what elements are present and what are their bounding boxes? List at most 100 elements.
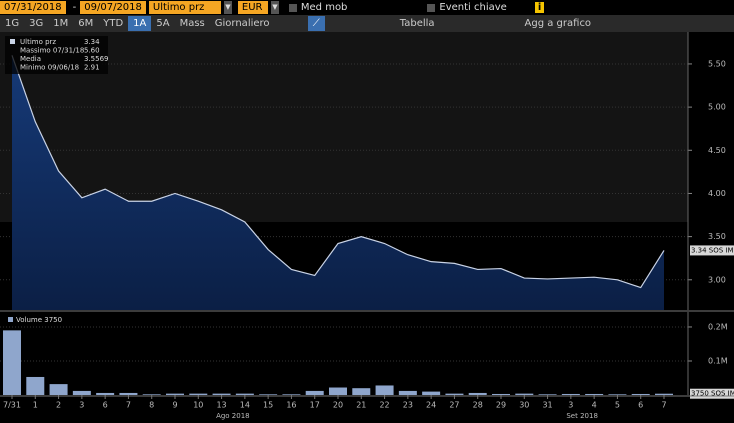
toolbar-button[interactable]: 1A — [128, 16, 152, 31]
x-tick-label: 8 — [149, 401, 154, 410]
chart: 3.00 3.50 4.00 4.50 5.00 5.50 3.34 SOS IM 0.1M 0… — [0, 32, 734, 420]
moving-avg[interactable]: Med mob — [300, 2, 348, 13]
price-area — [12, 55, 664, 310]
x-tick-label: 6 — [103, 401, 108, 410]
legend-text: 3.5569 — [84, 55, 109, 63]
volume-bar — [538, 394, 557, 395]
price-line — [11, 55, 665, 289]
x-tick-label: 14 — [240, 401, 250, 410]
legend-text: Ultimo prz — [20, 38, 56, 46]
x-tick-label: 17 — [310, 401, 320, 410]
x-tick-label: 15 — [263, 401, 273, 410]
volume-bar — [655, 393, 673, 395]
toolbar-button[interactable]: 1G — [5, 18, 20, 29]
range-bar: 1G 3G 1M 6M YTD 1A 5A Mass Giornaliero ⟋ Tabella Ag… — [0, 15, 734, 32]
volume-bar — [492, 393, 510, 395]
volume-bar — [398, 390, 417, 395]
y-tick-label: 3.00 — [708, 275, 726, 284]
volume-bar — [422, 391, 441, 395]
field-select[interactable]: Ultimo prz — [148, 1, 221, 14]
legend-swatch — [10, 39, 15, 44]
toolbar-button[interactable]: 5A — [156, 18, 170, 29]
legend-text: Minimo 09/06/18 — [20, 64, 79, 72]
volume-bar — [515, 393, 534, 395]
x-tick-label: 27 — [449, 401, 459, 410]
volume-bar — [352, 388, 371, 395]
chart-icon[interactable]: ⟋ — [307, 16, 325, 31]
currency-select[interactable]: EUR — [237, 1, 268, 14]
toolbar-button[interactable]: Giornaliero — [214, 18, 270, 29]
dropdown[interactable]: ▼ — [223, 1, 232, 14]
y-tick-label: 4.00 — [708, 189, 726, 198]
legend-text: Media — [20, 55, 41, 63]
info-button[interactable]: i — [534, 2, 545, 13]
legend-text: Massimo 07/31/18 — [20, 47, 84, 55]
y-tick-label: 4.50 — [708, 146, 726, 155]
toolbar-button[interactable]: Tabella — [399, 18, 435, 29]
volume-bar — [119, 392, 138, 395]
last-box — [690, 388, 734, 399]
x-tick-label: 28 — [473, 401, 483, 410]
last-box — [690, 245, 734, 256]
x-tick-label: 7 — [126, 401, 131, 410]
toolbar-button[interactable]: 1M — [53, 18, 69, 29]
volume-bar — [49, 384, 68, 395]
dash: - — [72, 2, 77, 13]
legend-box — [5, 36, 108, 74]
start-date[interactable]: 07/31/2018 — [0, 1, 66, 14]
checkbox[interactable] — [427, 3, 436, 12]
x-tick-label: 24 — [426, 401, 436, 410]
x-tick-label: 20 — [333, 401, 343, 410]
checkbox[interactable] — [288, 3, 297, 12]
last-label: 3.34 SOS IM — [691, 246, 734, 254]
month-label: Set 2018 — [566, 412, 598, 420]
x-tick-label: 22 — [379, 401, 389, 410]
volume-bar — [282, 394, 301, 395]
volume-bar — [305, 390, 324, 395]
x-tick-label: 9 — [172, 401, 177, 410]
month-label: Ago 2018 — [216, 412, 250, 420]
x-tick-label: 7/31 — [3, 401, 21, 410]
volume-bar — [608, 394, 627, 395]
volume-bar — [96, 392, 115, 395]
toolbar-button[interactable]: 6M — [78, 18, 94, 29]
dropdown[interactable]: ▼ — [270, 1, 279, 14]
x-tick-label: 4 — [592, 401, 597, 410]
x-tick-label: 3 — [568, 401, 573, 410]
toolbar-button[interactable]: YTD — [103, 18, 124, 29]
x-tick-label: 16 — [286, 401, 296, 410]
volume-bar — [166, 393, 184, 395]
toolbar-button[interactable]: 3G — [29, 18, 44, 29]
end-date[interactable]: 09/07/2018 — [80, 1, 146, 14]
volume-bar — [585, 393, 604, 395]
volume-bar — [189, 393, 208, 395]
volume-bar — [235, 393, 254, 395]
x-tick-label: 30 — [519, 401, 529, 410]
volume-bar — [631, 393, 650, 395]
x-tick-label: 31 — [542, 401, 552, 410]
x-tick-label: 2 — [56, 401, 61, 410]
y-tick-label: 0.2M — [708, 322, 728, 331]
x-tick-label: 7 — [661, 401, 666, 410]
legend-text: 2.91 — [84, 64, 100, 72]
last-label: 3750 SOS IM — [691, 390, 734, 398]
legend-swatch — [8, 317, 13, 322]
events[interactable]: Eventi chiave — [439, 2, 507, 13]
volume-bar — [212, 393, 231, 395]
volume-bar — [445, 393, 464, 395]
volume-bar — [329, 387, 347, 395]
toolbar-button[interactable]: Agg a grafico — [524, 18, 592, 29]
x-tick-label: 5 — [615, 401, 620, 410]
volume-bar — [259, 394, 278, 395]
x-tick-label: 10 — [193, 401, 203, 410]
y-tick-label: 3.50 — [708, 232, 726, 241]
x-tick-label: 6 — [638, 401, 643, 410]
volume-bar — [468, 392, 487, 395]
legend-text: 3.34 — [84, 38, 100, 46]
volume-bar — [561, 393, 580, 395]
toolbar-button[interactable]: Mass — [179, 18, 205, 29]
y-tick-label: 5.50 — [708, 59, 726, 68]
legend-text: 5.60 — [84, 47, 100, 55]
x-tick-label: 1 — [33, 401, 38, 410]
